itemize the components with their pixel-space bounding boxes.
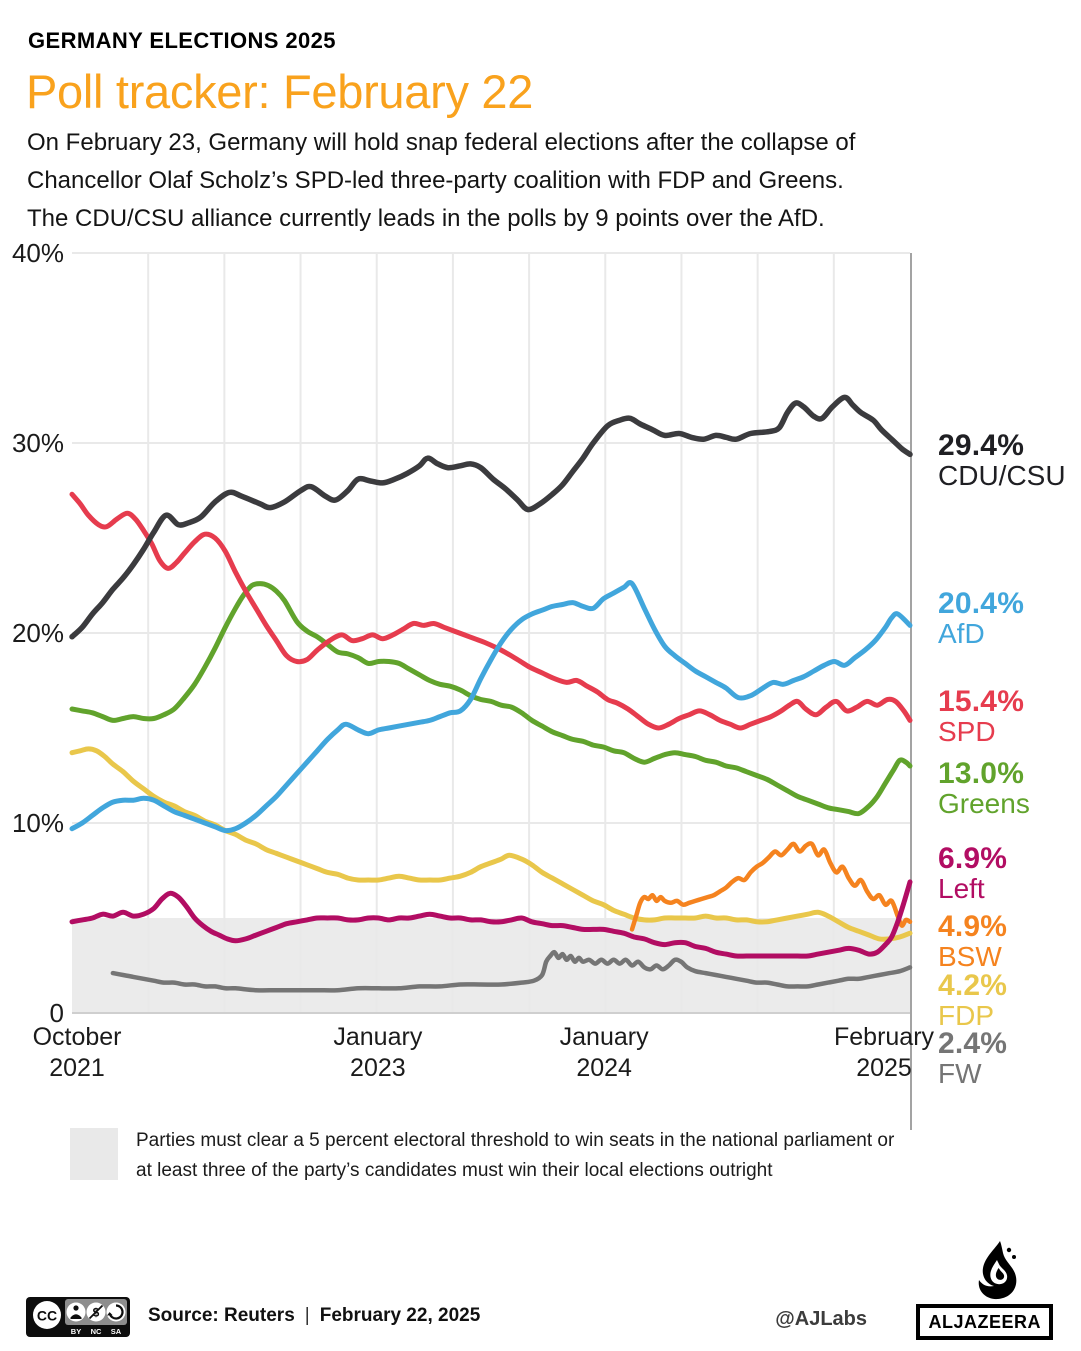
- y-tick-20: 20%: [11, 618, 64, 648]
- value-fdp: 4.2%: [938, 969, 1008, 1002]
- x-tick-line: January: [559, 1023, 649, 1051]
- footnote-line-2: at least three of the party’s candidates…: [136, 1160, 773, 1181]
- series-line-afd: [69, 580, 913, 834]
- label-afd: 20.4% AfD: [938, 588, 1024, 648]
- x-tick-line: 2023: [350, 1054, 406, 1082]
- al-jazeera-flame-logo: [978, 1241, 1017, 1300]
- svg-text:NC: NC: [91, 1327, 102, 1336]
- series-line-bsw: [629, 841, 913, 932]
- footer-right: @AJLabs ALJAZEERA: [767, 1240, 1067, 1344]
- cc-icon: [33, 1301, 61, 1329]
- series-line-greens: [69, 581, 913, 817]
- label-greens: 13.0% Greens: [938, 758, 1030, 818]
- intro-line-2: Chancellor Olaf Scholz’s SPD-led three-p…: [27, 167, 844, 194]
- value-greens: 13.0%: [938, 757, 1025, 790]
- party-name-fdp: FDP: [938, 1000, 994, 1031]
- label-fdp: 4.2% FDP: [938, 970, 1007, 1030]
- x-tick-line: February: [833, 1023, 935, 1051]
- electoral-threshold-band: [72, 918, 910, 1013]
- x-tick-line: January: [333, 1023, 423, 1051]
- party-name-bsw: BSW: [938, 941, 1002, 972]
- label-left: 6.9% Left: [938, 843, 1007, 903]
- source-separator: |: [304, 1305, 310, 1326]
- label-spd: 15.4% SPD: [938, 686, 1024, 746]
- party-name-spd: SPD: [938, 716, 996, 747]
- source-line: Source: Reuters | February 22, 2025: [148, 1305, 480, 1327]
- value-left: 6.9%: [938, 842, 1008, 875]
- series-line-fdp: [69, 746, 913, 942]
- party-name-cdu-csu: CDU/CSU: [938, 460, 1066, 491]
- value-fw: 2.4%: [938, 1027, 1008, 1060]
- source-date: February 22, 2025: [319, 1305, 481, 1326]
- series-line-fw: [110, 949, 913, 993]
- party-name-left: Left: [938, 873, 985, 904]
- creative-commons-badge: CC $ BY NC SA: [26, 1297, 130, 1337]
- footnote-line-1: Parties must clear a 5 percent electoral…: [136, 1130, 895, 1151]
- kicker: GERMANY ELECTIONS 2025: [28, 28, 336, 53]
- x-tick-line: October: [32, 1023, 122, 1051]
- x-tick-february-2025: February 2025: [804, 1022, 964, 1084]
- value-bsw: 4.9%: [938, 910, 1008, 943]
- x-tick-line: 2024: [576, 1054, 632, 1082]
- y-tick-10: 10%: [11, 808, 64, 838]
- x-tick-january-2023: January 2023: [298, 1022, 458, 1084]
- y-tick-0: 0: [49, 998, 64, 1028]
- value-cdu-csu: 29.4%: [938, 429, 1025, 462]
- series-line-left: [69, 879, 913, 959]
- x-tick-january-2024: January 2024: [524, 1022, 684, 1084]
- party-name-afd: AfD: [938, 618, 985, 649]
- series-line-cdu-csu: [69, 394, 913, 640]
- value-afd: 20.4%: [938, 587, 1025, 620]
- svg-text:SA: SA: [111, 1327, 122, 1336]
- y-tick-30: 30%: [11, 428, 64, 458]
- y-tick-40: 40%: [11, 238, 64, 268]
- intro-line-1: On February 23, Germany will hold snap f…: [27, 129, 856, 156]
- party-name-fw: FW: [938, 1058, 982, 1089]
- x-tick-line: 2025: [856, 1054, 912, 1082]
- footer-left: CC $ BY NC SA Source: Reuters | February 2…: [26, 1295, 480, 1339]
- al-jazeera-logo-box: ALJAZEERA: [916, 1304, 1053, 1340]
- source-label: Source: Reuters: [148, 1305, 295, 1326]
- intro-paragraph: On February 23, Germany will hold snap f…: [27, 124, 855, 238]
- x-tick-line: 2021: [49, 1054, 105, 1082]
- svg-text:CC: CC: [37, 1308, 57, 1324]
- x-tick-october-2021: October 2021: [0, 1022, 157, 1084]
- threshold-swatch: [70, 1128, 118, 1180]
- label-cdu-csu: 29.4% CDU/CSU: [938, 430, 1066, 490]
- party-name-greens: Greens: [938, 788, 1030, 819]
- page-title: Poll tracker: February 22: [26, 65, 534, 118]
- series-line-spd: [69, 491, 913, 731]
- value-spd: 15.4%: [938, 685, 1025, 718]
- label-bsw: 4.9% BSW: [938, 911, 1007, 971]
- intro-line-3: The CDU/CSU alliance currently leads in …: [27, 205, 825, 232]
- ajlabs-credit: @AJLabs: [775, 1308, 867, 1330]
- svg-text:BY: BY: [71, 1327, 81, 1336]
- label-fw: 2.4% FW: [938, 1028, 1007, 1088]
